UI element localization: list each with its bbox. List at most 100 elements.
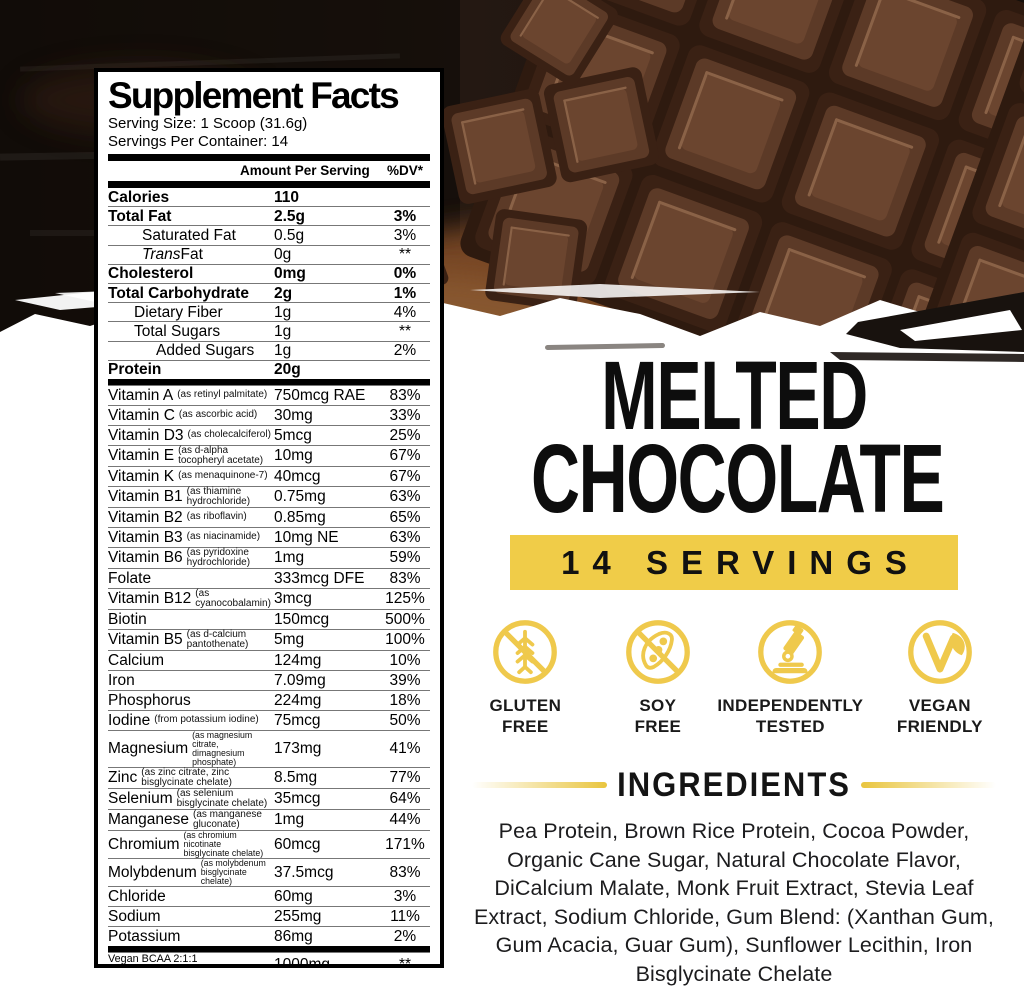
fact-dv: 500% — [385, 610, 425, 628]
fact-amount: 86mg — [274, 927, 313, 945]
fact-row-vitamin-c: Vitamin C (as ascorbic acid) 30mg 33% — [108, 404, 430, 425]
fact-dv: 64% — [389, 790, 421, 808]
fact-row-folate: Folate 333mcg DFE 83% — [108, 567, 430, 588]
fact-row-chloride: Chloride 60mg 3% — [108, 885, 430, 906]
fact-label: Saturated Fat — [142, 226, 236, 244]
fact-row-iodine: Iodine (from potassium iodine) 75mcg 50% — [108, 709, 430, 730]
fact-dv: 125% — [385, 590, 425, 608]
fact-amount: 1000mg — [274, 956, 331, 968]
fact-dv: 83% — [389, 386, 421, 404]
fact-dv: 41% — [389, 740, 421, 758]
fact-amount: 1mg — [274, 811, 305, 829]
fact-label-note: (as thiamine hydrochloride) — [186, 485, 251, 507]
fact-row-vitamin-b5: Vitamin B5 (as d-calcium pantothenate) 5mg… — [108, 628, 430, 650]
fact-row-vegan-bcaa-2-1-1: Vegan BCAA 2:1:1(L-Leucine, L-Isoleucine… — [108, 951, 430, 968]
supplement-facts-panel: Supplement Facts Serving Size: 1 Scoop (… — [94, 68, 444, 968]
divider-thick — [108, 154, 430, 161]
fact-label: Vitamin B6 (as pyridoxine hydrochloride) — [108, 546, 274, 568]
fact-amount: 255mg — [274, 907, 322, 925]
flavor-title: MELTED CHOCOLATE — [444, 347, 1024, 527]
fact-dv: 4% — [393, 303, 417, 321]
badge-independently-tested: INDEPENDENTLY TESTED — [717, 618, 864, 737]
fact-label: Zinc (as zinc citrate, zinc bisglycinate … — [108, 767, 274, 788]
fact-label: Calcium — [108, 651, 164, 669]
fact-dv: ** — [398, 956, 412, 968]
fact-label-note: (as ascorbic acid) — [178, 409, 258, 421]
fact-amount: 1g — [274, 342, 292, 360]
fact-row-trans-fat: Trans Fat 0g ** — [108, 244, 430, 264]
fact-row-vitamin-b2: Vitamin B2 (as riboflavin) 0.85mg 65% — [108, 506, 430, 527]
fact-row-calories: Calories 110 — [108, 188, 430, 206]
fact-label: Manganese (as manganese gluconate) — [108, 809, 274, 830]
fact-dv: 50% — [389, 711, 421, 729]
ingredients-heading: INGREDIENTS — [617, 764, 851, 805]
fact-label: Phosphorus — [108, 691, 191, 709]
fact-dv: 83% — [389, 863, 421, 881]
fact-dv: 33% — [389, 406, 421, 424]
fact-row-vitamin-k: Vitamin K (as menaquinone-7) 40mcg 67% — [108, 465, 430, 486]
fact-label: Added Sugars — [156, 342, 255, 360]
ingredients-header: INGREDIENTS — [444, 764, 1024, 805]
fact-row-added-sugars: Added Sugars 1g 2% — [108, 340, 430, 360]
fact-dv: 1% — [393, 284, 417, 302]
fact-label: Total Carbohydrate — [108, 284, 249, 302]
fact-row-manganese: Manganese (as manganese gluconate) 1mg 44% — [108, 808, 430, 830]
fact-dv: 2% — [393, 342, 417, 360]
fact-row-total-carbohydrate: Total Carbohydrate 2g 1% — [108, 282, 430, 302]
fact-row-potassium: Potassium 86mg 2% — [108, 925, 430, 946]
fact-label-note: (from potassium iodine) — [154, 714, 259, 726]
fact-amount: 1g — [274, 322, 292, 340]
ingredients-divider-left — [472, 782, 608, 788]
ingredients-divider-right — [860, 782, 997, 788]
soy-free-icon — [625, 620, 690, 684]
fact-label: Calories — [108, 188, 170, 206]
fact-dv: 0% — [393, 265, 417, 283]
fact-amount: 2g — [274, 284, 293, 302]
fact-amount: 1mg — [274, 549, 305, 567]
fact-row-vitamin-b3: Vitamin B3 (as niacinamide) 10mg NE 63% — [108, 526, 430, 547]
fact-dv: 3% — [393, 887, 417, 905]
fact-label-note: (as cyanocobalamin) — [195, 587, 271, 609]
badge-gluten-free: GLUTEN FREE — [452, 618, 599, 737]
fact-dv: 100% — [385, 631, 425, 649]
servings-banner-text: 14 SERVINGS — [561, 544, 920, 581]
fact-label-note: (as menaquinone-7) — [178, 470, 268, 482]
fact-amount: 40mcg — [274, 467, 321, 485]
fact-label: Iodine (from potassium iodine) — [108, 711, 259, 729]
fact-label: Vitamin B2 (as riboflavin) — [108, 508, 247, 526]
fact-label-note: (as retinyl palmitate) — [177, 389, 268, 401]
fact-dv: 171% — [385, 835, 425, 853]
fact-dv: 10% — [389, 651, 421, 669]
fact-label-note: (as d-calcium pantothenate) — [186, 628, 249, 650]
fact-dv: 67% — [389, 467, 421, 485]
fact-dv: 59% — [389, 549, 421, 567]
fact-dv: 3% — [393, 226, 417, 244]
fact-row-zinc: Zinc (as zinc citrate, zinc bisglycinate … — [108, 766, 430, 788]
fact-row-dietary-fiber: Dietary Fiber 1g 4% — [108, 302, 430, 321]
fact-amount: 5mg — [274, 631, 305, 649]
fact-row-cholesterol: Cholesterol 0mg 0% — [108, 263, 430, 283]
fact-dv: 11% — [390, 907, 420, 925]
fact-amount: 150mcg — [274, 610, 330, 628]
fact-row-vitamin-b6: Vitamin B6 (as pyridoxine hydrochloride) 1… — [108, 546, 430, 568]
fact-label-note: (as pyridoxine hydrochloride) — [186, 546, 251, 568]
badge-soy-free: SOY FREE — [599, 618, 717, 737]
fact-amount: 110 — [274, 188, 300, 206]
fact-label: Vitamin D3 (as cholecalciferol) — [108, 426, 271, 444]
fact-row-molybdenum: Molybdenum (as molybdenum bisglycinate ch… — [108, 857, 430, 886]
divider-thick — [108, 378, 430, 385]
fact-label: Chloride — [108, 887, 166, 905]
fact-row-protein: Protein 20g — [108, 359, 430, 379]
badge-label: GLUTEN FREE — [489, 696, 562, 736]
fact-row-biotin: Biotin 150mcg 500% — [108, 608, 430, 629]
fact-amount: 173mg — [274, 740, 322, 758]
badge-label: INDEPENDENTLY TESTED — [717, 696, 864, 736]
fact-amount: 750mcg RAE — [274, 386, 366, 404]
fact-row-magnesium: Magnesium (as magnesium citrate, dimagnes… — [108, 729, 430, 767]
fact-dv: 25% — [389, 426, 421, 444]
fact-label-note: (as d-alpha tocopheryl acetate) — [178, 444, 264, 466]
fact-amount: 60mcg — [274, 835, 321, 853]
fact-row-selenium: Selenium (as selenium bisglycinate chelat… — [108, 787, 430, 809]
fact-dv: 63% — [389, 528, 421, 546]
fact-row-total-sugars: Total Sugars 1g ** — [108, 321, 430, 340]
